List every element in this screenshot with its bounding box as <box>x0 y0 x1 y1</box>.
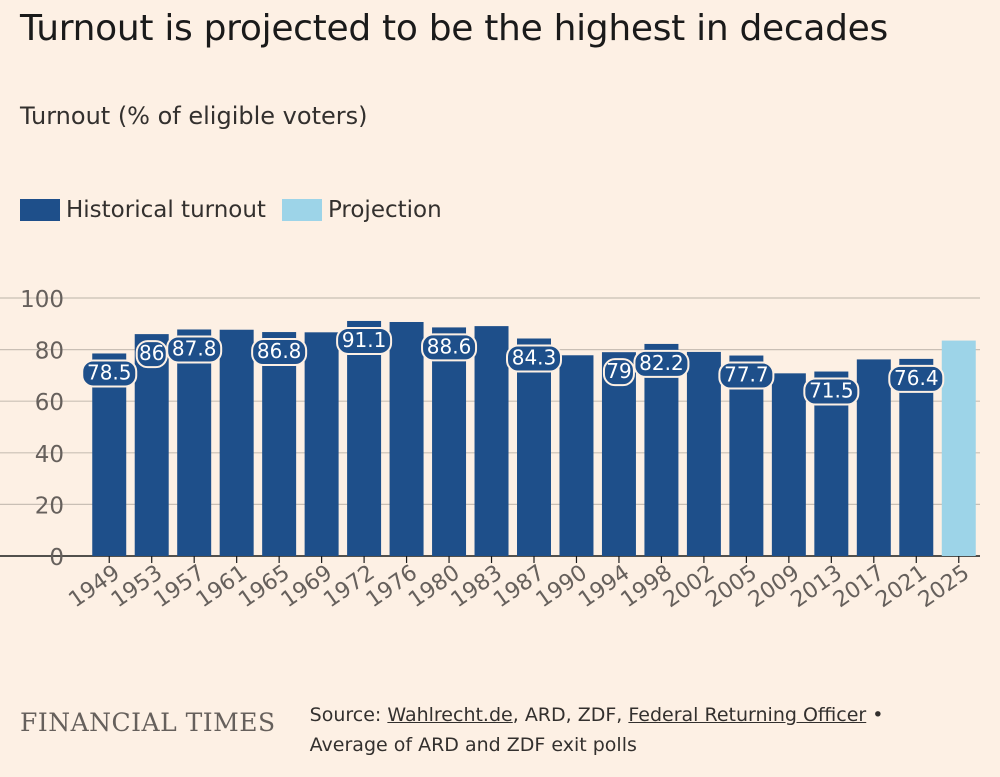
bar-historical-1987 <box>517 338 551 556</box>
y-tick-label: 40 <box>35 442 64 468</box>
x-tick-label: 2025 <box>914 560 974 613</box>
ft-logo: FINANCIAL TIMES <box>20 708 276 737</box>
data-label-bg <box>602 358 635 387</box>
data-label-2021: 76.4 <box>894 366 939 390</box>
data-label-1980: 88.6 <box>427 334 472 358</box>
chart-title: Turnout is projected to be the highest i… <box>20 8 888 49</box>
y-tick-label: 60 <box>35 390 64 416</box>
source-prefix: Source: <box>309 704 388 726</box>
data-label-1953: 86 <box>139 341 164 365</box>
data-label-bg <box>633 349 690 378</box>
y-tick-label: 80 <box>35 339 64 365</box>
legend-label-projection: Projection <box>327 197 442 223</box>
data-label-2013: 71.5 <box>809 379 854 403</box>
y-tick-label: 0 <box>49 545 64 571</box>
bar-historical-2002 <box>686 351 721 556</box>
bar-historical-1965 <box>262 332 297 556</box>
source-link-returning-officer[interactable]: Federal Returning Officer <box>628 704 867 726</box>
bar-chart: 0204060801001949195319571961196519691972… <box>0 287 980 613</box>
source-link-wahlrecht[interactable]: Wahlrecht.de <box>387 704 513 726</box>
bar-historical-1953 <box>134 334 169 556</box>
bar-historical-1969 <box>304 332 339 556</box>
bar-projection-2025 <box>941 340 976 556</box>
source-suffix: • <box>866 704 884 726</box>
legend-label-historical: Historical turnout <box>66 197 266 223</box>
source-note-line2: Average of ARD and ZDF exit polls <box>309 734 637 756</box>
data-label-bg <box>506 344 562 373</box>
data-label-bg <box>251 338 308 367</box>
data-label-1965: 86.8 <box>257 339 302 363</box>
chart-subtitle: Turnout (% of eligible voters) <box>20 102 368 130</box>
legend-swatch-projection <box>281 199 322 221</box>
bar-historical-1972 <box>347 320 382 556</box>
bar-historical-1980 <box>432 327 467 556</box>
bar-historical-2017 <box>856 359 891 556</box>
bar-historical-1961 <box>219 329 254 556</box>
legend-item-projection: Projection <box>281 197 442 223</box>
data-label-bg <box>81 359 138 388</box>
legend: Historical turnout Projection <box>20 197 458 223</box>
data-label-1949: 78.5 <box>87 360 132 384</box>
source-mid: , ARD, ZDF, <box>512 704 629 726</box>
data-label-bg <box>718 361 775 390</box>
bar-historical-1976 <box>389 321 424 556</box>
bar-historical-1990 <box>559 355 594 556</box>
y-tick-label: 20 <box>35 493 64 519</box>
footer: FINANCIAL TIMES Source: Wahlrecht.de, AR… <box>20 700 980 760</box>
data-label-1957: 87.8 <box>172 336 217 360</box>
data-label-bg <box>421 333 478 362</box>
bar-historical-1983 <box>474 326 509 556</box>
legend-swatch-historical <box>20 199 60 221</box>
data-label-1998: 82.2 <box>639 351 684 375</box>
data-label-bg <box>803 377 860 406</box>
data-label-1994: 79 <box>606 359 631 383</box>
data-label-bg <box>888 364 945 393</box>
data-label-bg <box>336 326 393 355</box>
legend-item-historical: Historical turnout <box>20 197 266 223</box>
data-label-1972: 91.1 <box>342 328 387 352</box>
data-label-2005: 77.7 <box>724 363 769 387</box>
y-tick-label: 100 <box>20 287 64 313</box>
bar-historical-1957 <box>177 329 212 556</box>
source-note: Source: Wahlrecht.de, ARD, ZDF, Federal … <box>310 700 884 760</box>
data-label-bg <box>166 335 223 364</box>
bar-historical-2009 <box>771 373 806 556</box>
data-label-1987: 84.3 <box>512 346 557 370</box>
bar-historical-1998 <box>644 343 679 556</box>
